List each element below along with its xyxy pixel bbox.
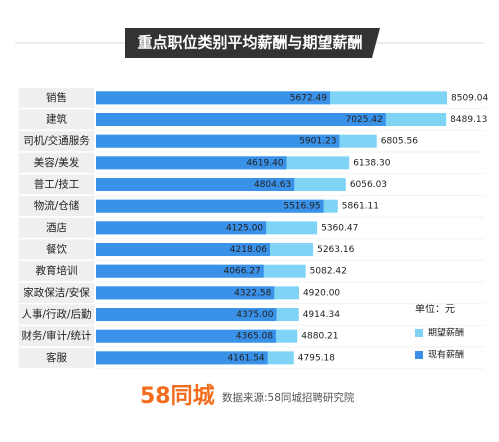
category-label: 餐饮	[46, 243, 67, 256]
logo: 58同城	[140, 383, 215, 409]
value-label: 5861.11	[342, 202, 379, 212]
bar	[96, 134, 340, 148]
bar	[96, 113, 386, 127]
bar	[96, 286, 275, 300]
category-label: 普工/技工	[34, 178, 80, 191]
legend-swatch	[415, 329, 423, 337]
category-label: 司机/交通服务	[23, 134, 90, 147]
value-label: 4920.00	[303, 288, 340, 298]
bar	[96, 351, 268, 365]
bar	[96, 329, 277, 343]
category-label: 美容/美发	[34, 156, 80, 169]
value-label: 5901.23	[299, 137, 336, 147]
category-label: 销售	[46, 91, 67, 104]
value-label: 5263.16	[317, 245, 354, 255]
category-label: 家政保洁/安保	[23, 286, 90, 299]
value-label: 6138.30	[353, 158, 390, 168]
value-label: 5672.49	[290, 93, 327, 103]
unit-label: 单位：元	[415, 302, 455, 315]
chart-title: 重点职位类别平均薪酬与期望薪酬	[137, 34, 362, 52]
category-label: 酒店	[46, 221, 67, 234]
title-banner	[125, 28, 380, 58]
bar	[96, 199, 324, 213]
value-label: 5360.47	[321, 223, 358, 233]
value-label: 4619.40	[246, 158, 283, 168]
category-label: 人事/行政/后勤	[21, 308, 91, 321]
value-label: 5082.42	[310, 267, 347, 277]
value-label: 4322.58	[234, 288, 271, 298]
bar	[96, 91, 330, 105]
category-cell	[17, 346, 96, 370]
category-label: 财务/审计/统计	[21, 329, 92, 342]
bar	[96, 178, 295, 192]
value-label: 4914.34	[303, 310, 340, 320]
legend-swatch	[415, 351, 423, 359]
value-label: 4066.27	[224, 267, 261, 277]
bar	[96, 156, 287, 170]
category-label: 客服	[46, 351, 67, 364]
bar	[96, 308, 277, 322]
value-label: 4375.00	[236, 310, 273, 320]
source: 数据来源:58同城招聘研究院	[222, 391, 355, 404]
category-label: 建筑	[46, 113, 67, 126]
value-label: 6805.56	[381, 137, 418, 147]
value-label: 4218.06	[230, 245, 267, 255]
value-label: 4795.18	[298, 353, 335, 363]
value-label: 8509.04	[451, 93, 488, 103]
value-label: 5516.95	[283, 202, 320, 212]
value-label: 4161.54	[227, 353, 264, 363]
bar	[96, 243, 270, 257]
legend-label: 现有薪酬	[428, 349, 464, 361]
value-label: 4804.63	[254, 180, 291, 190]
value-label: 4365.08	[236, 332, 273, 342]
bar	[96, 221, 267, 235]
value-label: 8489.13	[450, 115, 487, 125]
legend-label: 期望薪酬	[428, 327, 464, 339]
value-label: 4880.21	[301, 332, 338, 342]
category-label: 教育培训	[36, 264, 78, 277]
bar	[96, 264, 264, 278]
value-label: 7025.42	[346, 115, 383, 125]
category-label: 物流/仓储	[34, 199, 80, 212]
value-label: 6056.03	[350, 180, 387, 190]
value-label: 4125.00	[226, 223, 263, 233]
